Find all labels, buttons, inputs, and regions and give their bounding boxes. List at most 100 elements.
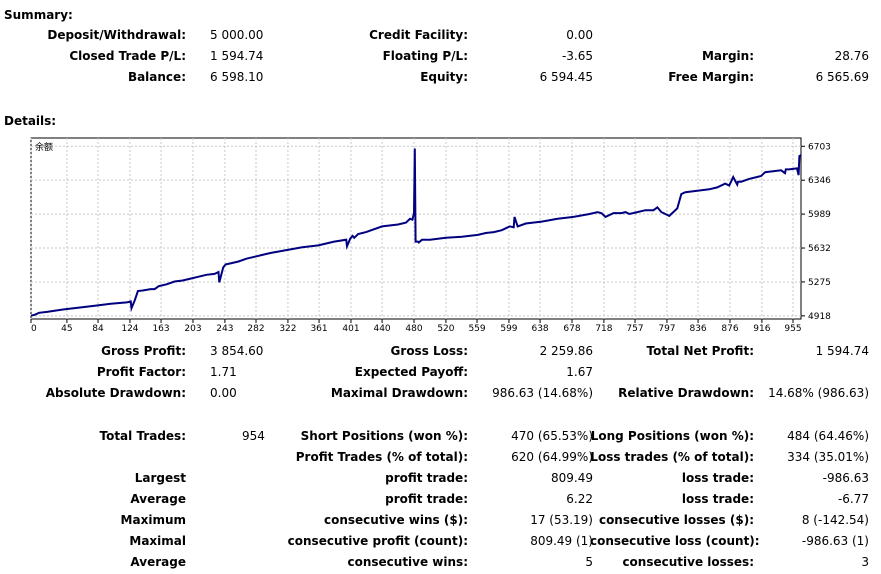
max-consecutive-losses-label: consecutive losses ($): (598, 513, 754, 527)
balance-label: Balance: (127, 70, 186, 84)
x-tick-label: 520 (437, 324, 454, 334)
free-margin-label: Free Margin: (668, 70, 754, 84)
max-consecutive-wins-value: 17 (53.19) (530, 513, 593, 527)
equity-label: Equity: (420, 70, 468, 84)
expected-payoff-label: Expected Payoff: (354, 365, 468, 379)
chart-title: 余额 (35, 141, 53, 153)
gross-profit-value: 3 854.60 (210, 344, 264, 358)
closed-trade-pl-label: Closed Trade P/L: (69, 49, 186, 63)
y-tick-label: 4918 (808, 312, 831, 322)
y-tick-label: 5632 (808, 244, 831, 254)
max-consecutive-losses-value: 8 (-142.54) (801, 513, 869, 527)
total-trades-value: 954 (242, 429, 265, 443)
x-tick-label: 361 (310, 324, 327, 334)
absolute-drawdown-value: 0.00 (210, 386, 237, 400)
details-heading: Details: (4, 114, 57, 128)
y-tick-label: 5989 (808, 210, 831, 220)
average-consecutive-losses-label: consecutive losses: (622, 555, 754, 569)
deposit-withdrawal-value: 5 000.00 (210, 28, 264, 42)
largest-loss-trade-value: -986.63 (822, 471, 869, 485)
margin-label: Margin: (701, 49, 754, 63)
gross-profit-label: Gross Profit: (101, 344, 186, 358)
x-tick-label: 797 (658, 324, 675, 334)
loss-trades-label: Loss trades (% of total): (590, 450, 754, 464)
floating-pl-value: -3.65 (561, 49, 593, 63)
average-consecutive-head: Average (130, 555, 186, 569)
x-tick-label: 322 (279, 324, 296, 334)
maximal-consecutive-loss-value: -986.63 (1) (801, 534, 869, 548)
short-positions-label: Short Positions (won %): (300, 429, 468, 443)
equity-value: 6 594.45 (539, 70, 593, 84)
floating-pl-label: Floating P/L: (382, 49, 468, 63)
relative-drawdown-label: Relative Drawdown: (618, 386, 754, 400)
long-positions-label: Long Positions (won %): (590, 429, 754, 443)
x-tick-label: 876 (721, 324, 738, 334)
average-head: Average (130, 492, 186, 506)
x-tick-label: 243 (216, 324, 233, 334)
largest-head: Largest (134, 471, 186, 485)
largest-profit-trade-label: profit trade: (385, 471, 468, 485)
profit-trades-value: 620 (64.99%) (511, 450, 593, 464)
y-tick-label: 5275 (808, 278, 831, 288)
maximal-consecutive-loss-label: consecutive loss (count): (590, 534, 760, 548)
closed-trade-pl-value: 1 594.74 (210, 49, 264, 63)
plot-frame (30, 137, 802, 320)
absolute-drawdown-label: Absolute Drawdown: (45, 386, 186, 400)
credit-facility-label: Credit Facility: (369, 28, 468, 42)
x-tick-label: 599 (500, 324, 517, 334)
x-tick-label: 0 (31, 324, 37, 334)
x-tick-label: 282 (247, 324, 264, 334)
profit-factor-value: 1.71 (210, 365, 237, 379)
maximal-consecutive-profit-label: consecutive profit (count): (287, 534, 468, 548)
total-net-profit-label: Total Net Profit: (646, 344, 754, 358)
chart-grid (30, 138, 801, 319)
x-tick-label: 955 (784, 324, 801, 334)
x-tick-label: 124 (121, 324, 138, 334)
x-tick-label: 638 (531, 324, 548, 334)
average-profit-trade-label: profit trade: (385, 492, 468, 506)
largest-loss-trade-label: loss trade: (681, 471, 754, 485)
short-positions-value: 470 (65.53%) (511, 429, 593, 443)
deposit-withdrawal-label: Deposit/Withdrawal: (47, 28, 186, 42)
x-tick-label: 480 (405, 324, 422, 334)
average-consecutive-losses-value: 3 (861, 555, 869, 569)
loss-trades-value: 334 (35.01%) (787, 450, 869, 464)
average-consecutive-wins-label: consecutive wins: (347, 555, 468, 569)
margin-value: 28.76 (834, 49, 869, 63)
x-tick-label: 757 (626, 324, 643, 334)
maximum-head: Maximum (120, 513, 186, 527)
relative-drawdown-value: 14.68% (986.63) (768, 386, 869, 400)
y-axis-ticks: 4918 5275 5632 5989 6346 6703 (801, 142, 831, 322)
maximal-consecutive-profit-value: 809.49 (1) (530, 534, 593, 548)
x-tick-label: 84 (92, 324, 104, 334)
expected-payoff-value: 1.67 (566, 365, 593, 379)
profit-trades-label: Profit Trades (% of total): (295, 450, 468, 464)
largest-profit-trade-value: 809.49 (551, 471, 593, 485)
x-axis-ticks: 0 45 84 124 163 203 243 282 322 361 401 440 480 520 55… (30, 319, 802, 334)
x-tick-label: 45 (61, 324, 72, 334)
credit-facility-value: 0.00 (566, 28, 593, 42)
x-tick-label: 559 (468, 324, 485, 334)
y-tick-label: 6346 (808, 176, 831, 186)
y-tick-label: 6703 (808, 142, 831, 152)
long-positions-value: 484 (64.46%) (787, 429, 869, 443)
gross-loss-value: 2 259.86 (539, 344, 593, 358)
x-tick-label: 203 (184, 324, 201, 334)
free-margin-value: 6 565.69 (815, 70, 869, 84)
x-tick-label: 718 (595, 324, 612, 334)
profit-factor-label: Profit Factor: (96, 365, 186, 379)
gross-loss-label: Gross Loss: (390, 344, 468, 358)
x-tick-label: 163 (152, 324, 169, 334)
average-profit-trade-value: 6.22 (566, 492, 593, 506)
max-consecutive-wins-label: consecutive wins ($): (323, 513, 468, 527)
x-tick-label: 401 (342, 324, 359, 334)
x-tick-label: 836 (689, 324, 706, 334)
average-consecutive-wins-value: 5 (585, 555, 593, 569)
x-tick-label: 678 (563, 324, 580, 334)
x-tick-label: 916 (753, 324, 770, 334)
maximal-drawdown-value: 986.63 (14.68%) (492, 386, 593, 400)
average-loss-trade-label: loss trade: (681, 492, 754, 506)
total-trades-label: Total Trades: (99, 429, 186, 443)
balance-series-line (30, 148, 802, 317)
